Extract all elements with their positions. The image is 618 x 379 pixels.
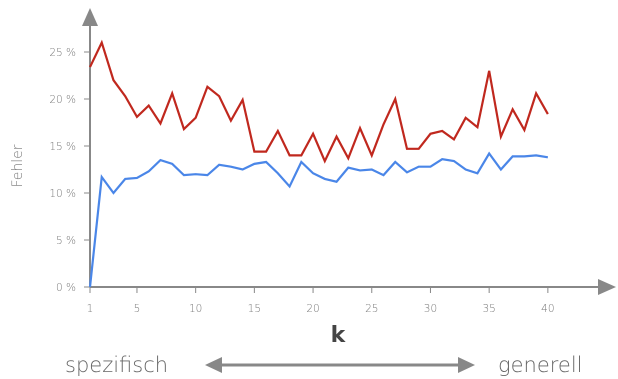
- spectrum-right-label: generell: [498, 353, 583, 377]
- series-line-1: [89, 39, 549, 164]
- x-tick-label: 40: [541, 303, 554, 315]
- x-tick-label: 5: [134, 303, 141, 315]
- y-axis-arrowhead: [82, 8, 98, 26]
- y-tick-label: 20 %: [49, 94, 76, 106]
- x-tick-label: 30: [424, 303, 437, 315]
- x-tick-label: 10: [189, 303, 202, 315]
- y-tick-label: 10 %: [49, 188, 76, 200]
- y-axis-label: Fehler: [10, 144, 26, 187]
- spectrum-left-label: spezifisch: [65, 353, 168, 377]
- x-tick-label: 15: [248, 303, 261, 315]
- y-tick-group: 0 % 5 % 10 % 15 % 20 % 25 %: [49, 47, 90, 294]
- x-tick-label: 25: [365, 303, 378, 315]
- x-tick-label: 20: [306, 303, 319, 315]
- x-axis-arrowhead: [598, 279, 616, 295]
- y-tick-label: 0 %: [56, 282, 76, 294]
- y-tick-label: 25 %: [49, 47, 76, 59]
- y-tick-label: 5 %: [56, 235, 76, 247]
- y-tick-label: 15 %: [49, 141, 76, 153]
- x-axis-label: k: [331, 323, 347, 348]
- x-tick-group: 1 5 10 15 20 25 30 35 40: [87, 287, 555, 315]
- x-tick-label: 35: [482, 303, 495, 315]
- series-line-2: [88, 151, 549, 288]
- spectrum-arrow-left-head: [205, 357, 222, 373]
- spectrum-arrow-right-head: [458, 357, 475, 373]
- series-group: [88, 39, 549, 288]
- x-tick-label: 1: [87, 303, 94, 315]
